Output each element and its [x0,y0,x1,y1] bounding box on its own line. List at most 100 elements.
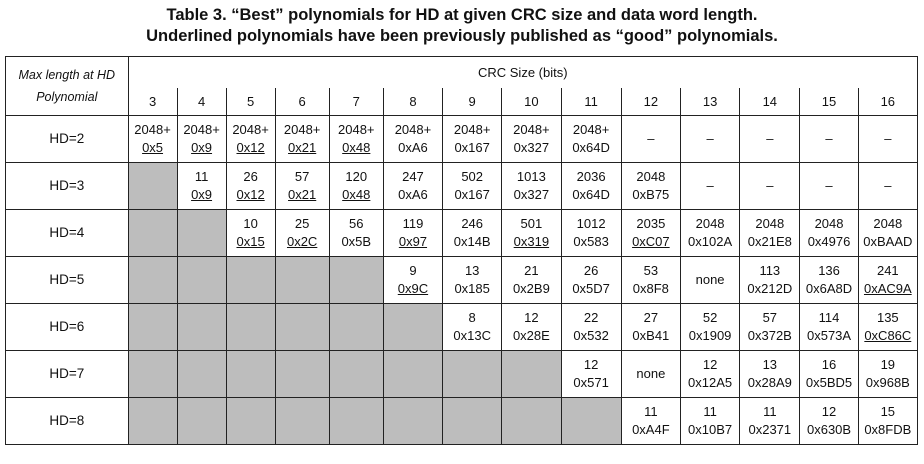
max-length-value: 241 [876,263,899,278]
polynomial-value: 0x12 [236,140,265,155]
max-length-value: 57 [762,310,778,325]
polynomial-value: 0x12A5 [688,375,733,390]
not-applicable-cell [442,350,503,398]
polynomial-value: 0x9 [191,187,213,202]
table-cell: 27 0xB41 [620,303,681,351]
max-length-value: 2048 [636,169,666,184]
not-applicable-cell [328,350,384,398]
polynomial-value: 0xA6 [398,187,428,202]
table-cell: 57 0x21 [274,162,330,210]
max-length-value: 9 [409,263,417,278]
max-length-value: 136 [818,263,840,278]
polynomial-value: 0x319 [513,234,550,249]
max-length-value: 502 [461,169,484,184]
not-applicable-cell [127,209,178,257]
not-applicable-cell [127,303,178,351]
crc-bits-header: 9 [442,88,503,117]
not-applicable-cell [328,256,384,304]
polynomial-value: 0x2B9 [512,281,550,296]
polynomial-value: 0x21 [288,140,317,155]
crc-polynomial-table: Max length at HD Polynomial CRC Size (bi… [5,56,919,445]
crc-bits-header: 3 [127,88,178,117]
max-length-value: 501 [520,216,543,231]
max-length-value: 2048+ [232,122,269,137]
crc-size-header: CRC Size (bits) [127,56,919,89]
max-length-value: 52 [702,310,718,325]
table-cell: 52 0x1909 [679,303,741,351]
polynomial-value: 0x1909 [688,328,732,343]
max-length-value: 16 [821,357,837,372]
table-row: HD=8 11 0xA4F 11 0x10B7 11 0x2371 12 0x630B 15 0x8… [5,397,919,445]
table-cell: 21 0x2B9 [501,256,562,304]
polynomial-value: 0x5B [341,234,372,249]
not-applicable-cell [225,256,276,304]
max-length-value: 12 [583,357,599,372]
polynomial-value: 0x102A [688,234,733,249]
polynomial-value: 0x6A8D [805,281,853,296]
polynomial-value: 0x9 [191,140,213,155]
max-length-value: 11 [644,404,658,419]
table-cell: 26 0x12 [225,162,276,210]
not-applicable-cell [328,397,384,445]
polynomial-value: 0x583 [573,234,609,249]
polynomial-value: 0x968B [865,375,910,390]
table-row: HD=6 8 0x13C 12 0x28E 22 0x532 27 0xB41 52 0x1909 5… [5,303,919,351]
polynomial-value: 0x21 [288,187,317,202]
table-cell: – [799,115,859,163]
table-cell: 241 0xAC9A [857,256,919,304]
polynomial-value: 0xC07 [632,234,670,249]
table-cell: 120 0x48 [328,162,384,210]
polynomial-value: 0x21E8 [747,234,792,249]
polynomial-value: 0x8FDB [864,422,912,437]
not-applicable-cell [176,397,227,445]
table-cell: 2048+ 0x12 [225,115,276,163]
table-row: HD=5 9 0x9C 13 0x185 21 0x2B9 26 0x5D7 53 0x8F8 non… [5,256,919,304]
polynomial-value: 0x212D [747,281,793,296]
table-cell: 13 0x28A9 [739,350,801,398]
table-cell: 8 0x13C [442,303,503,351]
crc-bits-header: 11 [560,88,622,117]
max-length-value: 12 [821,404,837,419]
max-length-value: 2048+ [283,122,321,137]
table-cell: 246 0x14B [442,209,503,257]
table-cell: none [679,256,741,304]
not-applicable-cell [225,397,276,445]
max-length-value: 135 [876,310,899,325]
not-applicable-cell [176,256,227,304]
polynomial-value: 0xC86C [864,328,912,343]
table-cell: 2048 0xB75 [620,162,681,210]
polynomial-value: 0x4976 [807,234,851,249]
max-length-value: 21 [524,263,539,278]
caption-line-1: Table 3. “Best” polynomials for HD at gi… [166,6,758,24]
max-length-value: 1013 [516,169,546,184]
table-row: HD=3 11 0x9 26 0x12 57 0x21 120 0x48 247 0xA6 502 0x… [5,162,919,210]
max-length-value: 11 [763,404,777,419]
not-applicable-cell [274,256,330,304]
max-length-value: 27 [643,310,659,325]
polynomial-value: 0xBAAD [863,234,913,249]
polynomial-value: 0xA4F [632,422,670,437]
polynomial-value: 0x571 [573,375,609,390]
max-length-value: 13 [464,263,480,278]
table-cell: 135 0xC86C [857,303,919,351]
polynomial-value: 0x48 [342,140,371,155]
polynomial-value: 0x630B [806,422,852,437]
not-applicable-cell [274,303,330,351]
table-row: HD=2 2048+ 0x5 2048+ 0x9 2048+ 0x12 2048+ 0x21 20… [5,115,919,163]
table-cell: 2048+ 0x21 [274,115,330,163]
hd-label: HD=7 [5,350,129,398]
table-cell: 25 0x2C [274,209,330,257]
hd-label: HD=5 [5,256,129,304]
table-cell: 501 0x319 [501,209,562,257]
polynomial-value: 0x5BD5 [805,375,853,390]
table-cell: 11 0xA4F [620,397,681,445]
table-cell: 247 0xA6 [382,162,444,210]
polynomial-value: 0x372B [747,328,792,343]
polynomial-value: 0xAC9A [863,281,912,296]
crc-bits-header: 10 [501,88,562,117]
corner-line-1: Max length at HD [18,68,116,82]
not-applicable-cell [127,162,178,210]
table-cell: 12 0x571 [560,350,622,398]
max-length-value: 2036 [576,169,606,184]
table-cell: 10 0x15 [225,209,276,257]
